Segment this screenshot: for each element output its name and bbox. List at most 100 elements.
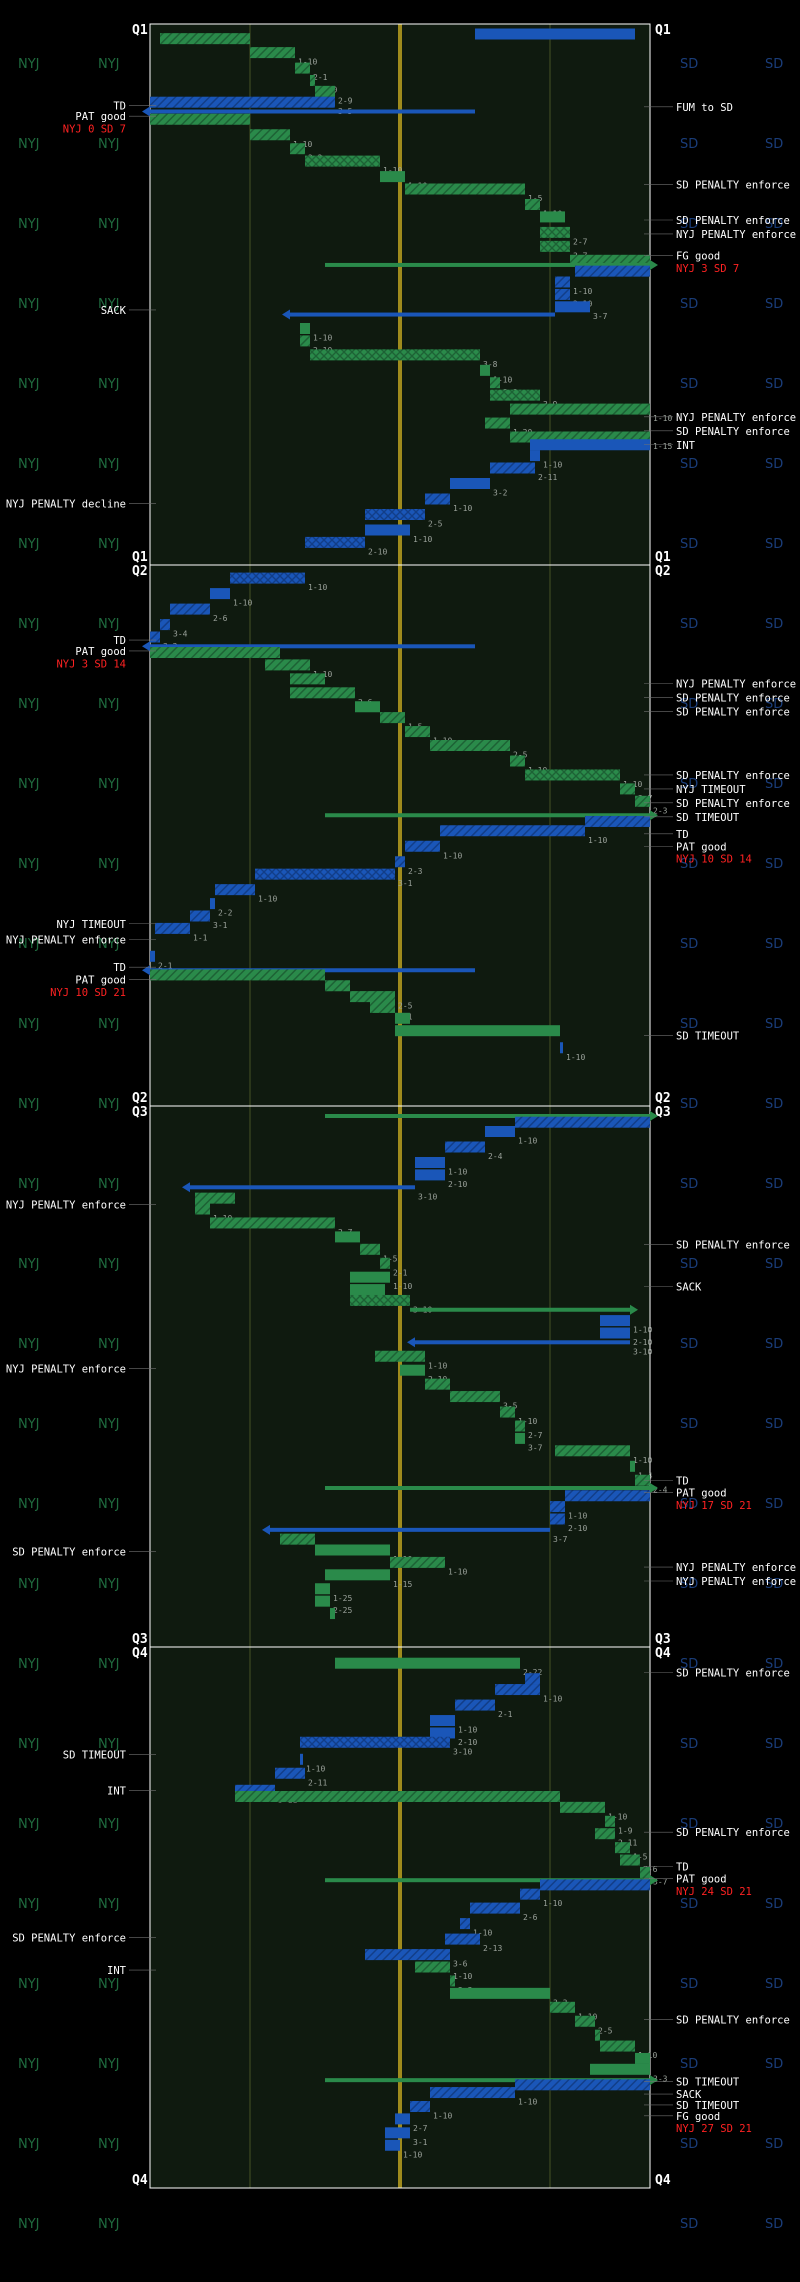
watermark-right-a: SD bbox=[680, 1897, 698, 1912]
down-distance-label: 1-10 bbox=[258, 895, 277, 904]
note-label-right: SD PENALTY enforce bbox=[676, 692, 790, 704]
down-distance-label: 3-1 bbox=[398, 879, 413, 888]
play-bar bbox=[585, 815, 650, 827]
play-bar bbox=[550, 1501, 565, 1513]
score-label-right: NYJ 3 SD 7 bbox=[676, 263, 739, 275]
note-label-left: PAT good bbox=[75, 975, 126, 987]
play-bar bbox=[540, 240, 570, 252]
play-bar bbox=[450, 1391, 500, 1403]
down-distance-label: 2-25 bbox=[333, 1606, 352, 1615]
watermark-left-a: NYJ bbox=[18, 2217, 40, 2232]
watermark-left-a: NYJ bbox=[18, 537, 40, 552]
note-label-left: NYJ PENALTY enforce bbox=[6, 934, 126, 946]
quarter-label-bottom-left: Q1 bbox=[132, 550, 148, 565]
play-bar bbox=[550, 2001, 575, 2013]
note-label-left: PAT good bbox=[75, 646, 126, 658]
note-label-left: NYJ PENALTY enforce bbox=[6, 1199, 126, 1211]
watermark-left-b: NYJ bbox=[98, 537, 120, 552]
down-distance-label: 1-10 bbox=[518, 1137, 537, 1146]
note-label-right: FG good bbox=[676, 251, 720, 263]
down-distance-label: 3-10 bbox=[418, 1192, 437, 1201]
watermark-left-a: NYJ bbox=[18, 1497, 40, 1512]
score-label-left: NYJ 10 SD 21 bbox=[50, 987, 126, 999]
watermark-left-a: NYJ bbox=[18, 1017, 40, 1032]
play-bar bbox=[485, 417, 510, 429]
watermark-left-b: NYJ bbox=[98, 1897, 120, 1912]
play-bar bbox=[295, 62, 310, 74]
watermark-left-b: NYJ bbox=[98, 857, 120, 872]
play-bar bbox=[395, 2113, 410, 2125]
play-bar bbox=[325, 1878, 650, 1883]
watermark-right-b: SD bbox=[765, 1417, 783, 1432]
note-label-right: NYJ PENALTY enforce bbox=[676, 412, 796, 424]
down-distance-label: 1-9 bbox=[618, 1826, 633, 1835]
down-distance-label: 1-10 bbox=[518, 2098, 537, 2107]
watermark-left-a: NYJ bbox=[18, 297, 40, 312]
down-distance-label: 1-10 bbox=[428, 1361, 447, 1370]
note-label-right: SD TIMEOUT bbox=[676, 1030, 740, 1042]
play-bar bbox=[445, 1141, 485, 1153]
watermark-left-b: NYJ bbox=[98, 137, 120, 152]
watermark-right-a: SD bbox=[680, 1817, 698, 1832]
watermark-right-b: SD bbox=[765, 937, 783, 952]
down-distance-label: 1-10 bbox=[543, 1695, 562, 1704]
note-label-right: NYJ PENALTY enforce bbox=[676, 679, 796, 691]
play-bar bbox=[395, 856, 405, 868]
play-bar bbox=[325, 813, 650, 818]
quarter-label-top-right: Q4 bbox=[655, 1646, 671, 1661]
watermark-left-a: NYJ bbox=[18, 457, 40, 472]
down-distance-label: 1-10 bbox=[298, 58, 317, 67]
down-distance-label: 1-10 bbox=[568, 1512, 587, 1521]
watermark-left-a: NYJ bbox=[18, 2057, 40, 2072]
play-bar bbox=[440, 825, 585, 837]
play-bar bbox=[305, 155, 380, 167]
down-distance-label: 2-7 bbox=[528, 1431, 543, 1440]
note-label-right: SD PENALTY enforce bbox=[676, 426, 790, 438]
play-bar bbox=[390, 1556, 445, 1568]
down-distance-label: 2-1 bbox=[313, 73, 328, 82]
down-distance-label: 2-5 bbox=[428, 520, 443, 529]
down-distance-label: 2-4 bbox=[653, 1485, 668, 1494]
down-distance-label: 3-2 bbox=[493, 489, 508, 498]
watermark-left-b: NYJ bbox=[98, 297, 120, 312]
watermark-left-b: NYJ bbox=[98, 2057, 120, 2072]
play-bar bbox=[300, 1753, 303, 1765]
watermark-right-a: SD bbox=[680, 297, 698, 312]
watermark-right-b: SD bbox=[765, 1097, 783, 1112]
play-bar bbox=[455, 1699, 495, 1711]
watermark-right-b: SD bbox=[765, 1737, 783, 1752]
play-bar bbox=[460, 1918, 470, 1930]
play-bar bbox=[410, 2101, 430, 2112]
note-label-right: SACK bbox=[676, 2089, 702, 2101]
play-bar bbox=[325, 1114, 650, 1118]
score-label-right: NYJ 17 SD 21 bbox=[676, 1500, 752, 1512]
play-bar bbox=[430, 2087, 515, 2099]
down-distance-label: 3-7 bbox=[593, 312, 608, 321]
play-bar bbox=[630, 1460, 635, 1472]
play-bar bbox=[540, 226, 570, 238]
watermark-left-a: NYJ bbox=[18, 1177, 40, 1192]
watermark-left-a: NYJ bbox=[18, 697, 40, 712]
play-bar bbox=[495, 1684, 540, 1696]
note-label-left: INT bbox=[107, 1965, 127, 1977]
down-distance-label: 1-10 bbox=[403, 2150, 422, 2159]
watermark-right-a: SD bbox=[680, 217, 698, 232]
down-distance-label: 1-10 bbox=[608, 1812, 627, 1821]
down-distance-label: 3-6 bbox=[453, 1960, 468, 1969]
note-label-right: PAT good bbox=[676, 841, 727, 853]
play-bar bbox=[510, 431, 650, 443]
quarter-label-bottom-right: Q1 bbox=[655, 550, 671, 565]
down-distance-label: 1-10 bbox=[233, 599, 252, 608]
down-distance-label: 3-5 bbox=[503, 1402, 518, 1411]
play-bar bbox=[365, 1949, 450, 1961]
play-bar bbox=[620, 783, 635, 795]
down-distance-label: 1-10 bbox=[413, 535, 432, 544]
note-label-left: PAT good bbox=[75, 111, 126, 123]
watermark-left-a: NYJ bbox=[18, 1577, 40, 1592]
down-distance-label: 2-5 bbox=[513, 751, 528, 760]
note-label-right: SD PENALTY enforce bbox=[676, 179, 790, 191]
play-bar bbox=[395, 1012, 410, 1024]
play-bar bbox=[510, 755, 525, 767]
play-bar bbox=[235, 1791, 560, 1802]
